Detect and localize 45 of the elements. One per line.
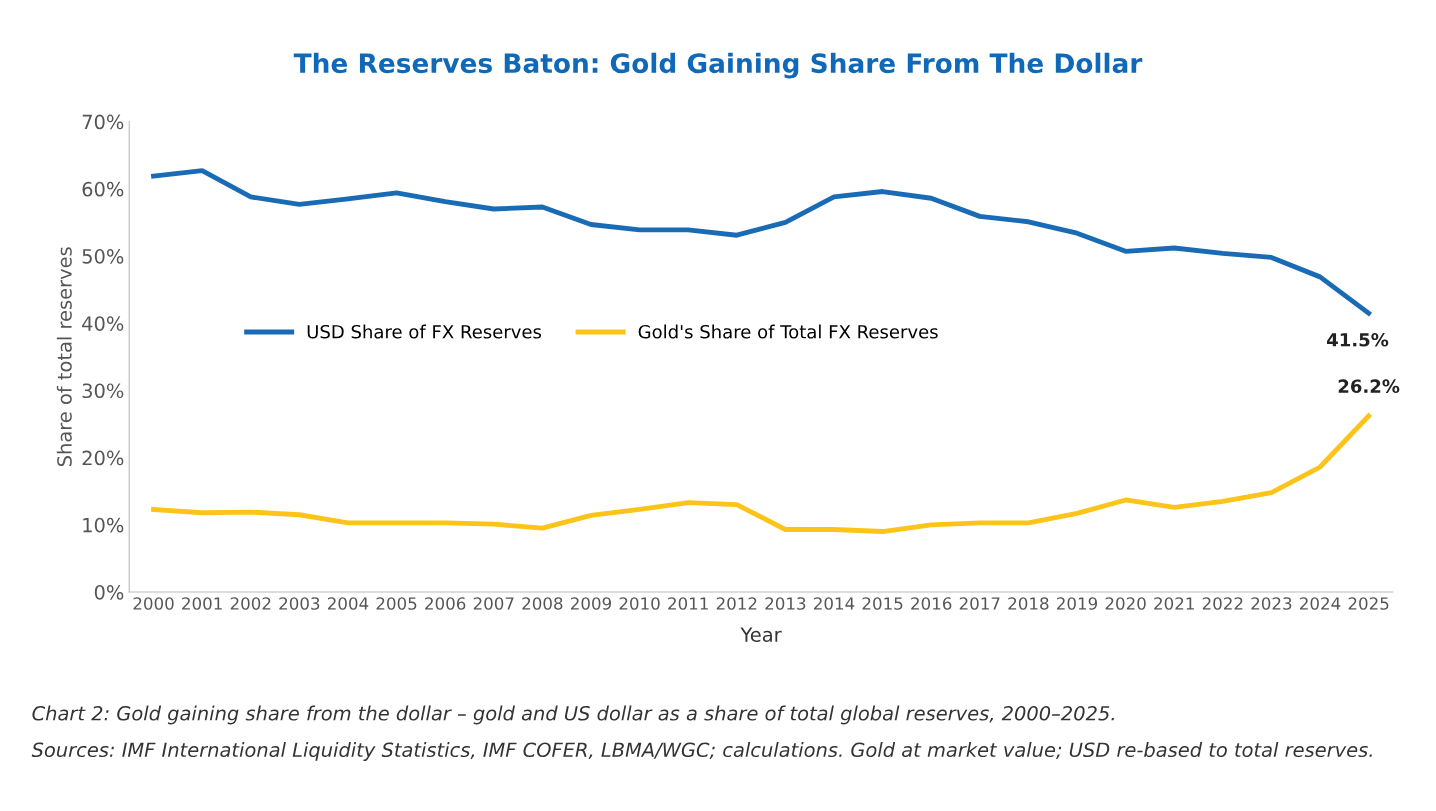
- x-tick-label: 2017: [959, 597, 1000, 610]
- y-tick-label: 20%: [82, 450, 124, 466]
- x-tick-label: 2021: [1154, 597, 1194, 610]
- y-axis-title: Share of total reserves: [56, 247, 72, 467]
- data-label: 26.2%: [1338, 379, 1400, 394]
- x-tick-label: 2014: [814, 597, 855, 610]
- x-tick-label: 2023: [1251, 597, 1292, 610]
- source-note: Sources: IMF International Liquidity Statistics, IMF COFER, LBMA/WGC; calculations. Gold at market value; USD re-based to total reserves.: [31, 742, 1372, 761]
- x-tick-label: 2009: [570, 597, 611, 610]
- x-tick-label: 2020: [1105, 597, 1146, 610]
- x-tick-label: 2000: [133, 597, 174, 610]
- y-tick-label: 30%: [82, 383, 124, 399]
- x-axis-title: Year: [740, 627, 782, 642]
- x-tick-label: 2007: [473, 597, 514, 610]
- x-tick-label: 2001: [182, 597, 222, 610]
- legend-label: Gold's Share of Total FX Reserves: [638, 324, 938, 339]
- x-tick-label: 2025: [1348, 597, 1389, 610]
- data-label: 41.5%: [1327, 332, 1389, 347]
- y-tick-label: 50%: [82, 249, 124, 264]
- y-tick-label: 0%: [94, 584, 124, 600]
- x-tick-label: 2006: [425, 597, 466, 610]
- x-tick-label: 2011: [668, 597, 708, 610]
- x-tick-label: 2019: [1057, 597, 1098, 610]
- legend-label: USD Share of FX Reserves: [307, 324, 542, 339]
- x-tick-label: 2010: [619, 597, 660, 610]
- x-tick-label: 2016: [911, 597, 952, 610]
- x-tick-label: 2002: [230, 597, 271, 610]
- x-tick-label: 2022: [1202, 597, 1243, 610]
- line-series: [151, 168, 1372, 316]
- y-tick-label: 60%: [82, 181, 124, 197]
- line-series: [151, 413, 1372, 534]
- x-tick-label: 2024: [1300, 597, 1341, 610]
- y-tick-label: 10%: [83, 517, 124, 533]
- x-tick-label: 2018: [1008, 597, 1049, 610]
- x-tick-label: 2003: [279, 597, 320, 610]
- x-tick-label: 2013: [765, 597, 806, 610]
- caption: Chart 2: Gold gaining share from the dollar – gold and US dollar as a share of total global reserves, 2000–2025.: [32, 705, 1114, 725]
- x-tick-label: 2005: [376, 597, 417, 610]
- y-tick-label: 70%: [82, 114, 124, 130]
- x-tick-label: 2004: [327, 597, 369, 610]
- x-tick-label: 2015: [862, 597, 903, 610]
- chart-title: The Reserves Baton: Gold Gaining Share From The Dollar: [293, 52, 1143, 79]
- y-tick-label: 40%: [82, 316, 124, 331]
- x-tick-label: 2012: [716, 597, 757, 610]
- x-tick-label: 2008: [522, 597, 563, 610]
